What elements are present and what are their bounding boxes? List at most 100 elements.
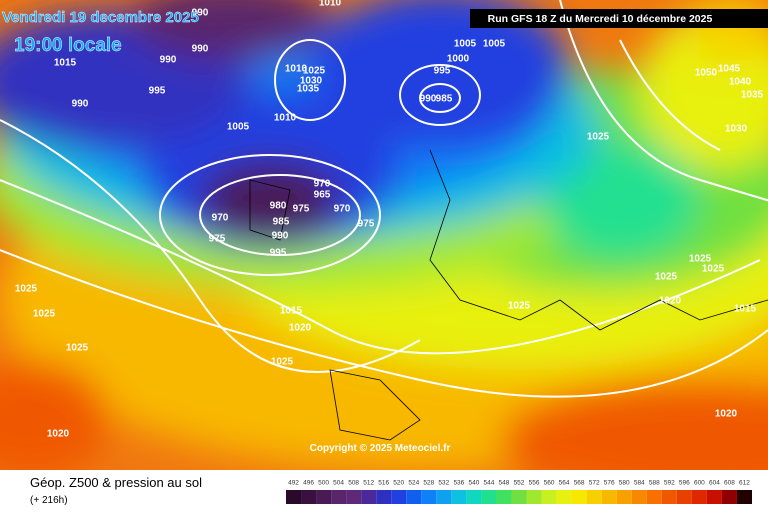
isobar-label: 980 bbox=[270, 201, 287, 212]
scale-swatch bbox=[286, 490, 302, 504]
isobar-label: 975 bbox=[293, 204, 310, 215]
isobar-label: 1025 bbox=[587, 132, 610, 143]
scale-swatch bbox=[331, 490, 347, 504]
scale-swatch bbox=[346, 490, 362, 504]
scale-label: 560 bbox=[544, 480, 555, 487]
scale-swatch bbox=[721, 490, 737, 504]
isobar-label: 970 bbox=[212, 213, 229, 224]
scale-swatch bbox=[691, 490, 707, 504]
scale-label: 580 bbox=[619, 480, 630, 487]
scale-swatch bbox=[541, 490, 557, 504]
isobar-label: 1025 bbox=[655, 272, 678, 283]
scale-swatch bbox=[526, 490, 542, 504]
scale-swatch bbox=[616, 490, 632, 504]
scale-label: 512 bbox=[363, 480, 374, 487]
isobar-label: 1025 bbox=[271, 357, 294, 368]
scale-label: 520 bbox=[393, 480, 404, 487]
scale-swatch bbox=[631, 490, 647, 504]
isobar-label: 1020 bbox=[47, 429, 70, 440]
isobar-label: 1015 bbox=[54, 58, 77, 69]
scale-swatch bbox=[301, 490, 317, 504]
isobar-label: 1020 bbox=[659, 296, 682, 307]
scale-swatch bbox=[406, 490, 422, 504]
isobar-label: 1010 bbox=[319, 0, 342, 9]
isobar-label: 975 bbox=[209, 234, 226, 245]
scale-swatch bbox=[511, 490, 527, 504]
isobar-label: 1005 bbox=[227, 122, 250, 133]
scale-swatch bbox=[391, 490, 407, 504]
isobar-label: 990 bbox=[272, 231, 289, 242]
scale-label: 500 bbox=[318, 480, 329, 487]
scale-swatch bbox=[496, 490, 512, 504]
scale-label: 528 bbox=[423, 480, 434, 487]
scale-swatch bbox=[736, 490, 752, 504]
scale-label: 576 bbox=[604, 480, 615, 487]
scale-swatch bbox=[676, 490, 692, 504]
isobar-label: 990 bbox=[192, 44, 209, 55]
isobar-label: 1005 bbox=[454, 39, 477, 50]
isobar-label: 970 bbox=[314, 179, 331, 190]
scale-swatch bbox=[706, 490, 722, 504]
isobar-label: 1010 bbox=[285, 64, 308, 75]
isobar-label: 1005 bbox=[483, 39, 506, 50]
scale-swatch bbox=[571, 490, 587, 504]
isobar-label: 990 bbox=[420, 94, 437, 105]
isobar-label: 1025 bbox=[66, 343, 89, 354]
scale-label: 604 bbox=[709, 480, 720, 487]
scale-label: 548 bbox=[499, 480, 510, 487]
scale-label: 596 bbox=[679, 480, 690, 487]
scale-swatch bbox=[556, 490, 572, 504]
isobar-label: 1025 bbox=[303, 66, 326, 77]
scale-label: 612 bbox=[739, 480, 750, 487]
scale-label: 584 bbox=[634, 480, 645, 487]
isobar-label: 990 bbox=[72, 99, 89, 110]
scale-swatch bbox=[451, 490, 467, 504]
scale-label: 504 bbox=[333, 480, 344, 487]
isobar-label: 1015 bbox=[280, 306, 303, 317]
isobar-label: 985 bbox=[436, 94, 453, 105]
scale-swatch bbox=[646, 490, 662, 504]
isobar-label: 1000 bbox=[447, 54, 470, 65]
footer-title: Géop. Z500 & pression au sol bbox=[30, 475, 202, 490]
scale-swatch bbox=[436, 490, 452, 504]
map-field bbox=[0, 0, 768, 500]
isobar-label: 965 bbox=[314, 190, 331, 201]
scale-label: 524 bbox=[408, 480, 419, 487]
scale-label: 532 bbox=[438, 480, 449, 487]
scale-label: 552 bbox=[514, 480, 525, 487]
scale-label: 608 bbox=[724, 480, 735, 487]
isobar-label: 1040 bbox=[729, 77, 752, 88]
scale-label: 516 bbox=[378, 480, 389, 487]
isobar-label: 1030 bbox=[300, 76, 323, 87]
isobar-label: 985 bbox=[273, 217, 290, 228]
isobar-label: 1050 bbox=[695, 68, 718, 79]
scale-label: 544 bbox=[484, 480, 495, 487]
scale-label: 540 bbox=[468, 480, 479, 487]
isobar-label: 1020 bbox=[289, 323, 312, 334]
scale-label: 568 bbox=[574, 480, 585, 487]
isobar-label: 990 bbox=[160, 55, 177, 66]
scale-swatch bbox=[661, 490, 677, 504]
scale-label: 592 bbox=[664, 480, 675, 487]
time: 19:00 locale bbox=[14, 35, 122, 56]
isobar-label: 1045 bbox=[718, 64, 741, 75]
isobar-label: 970 bbox=[334, 204, 351, 215]
isobar-label: 990 bbox=[192, 8, 209, 19]
run-banner bbox=[470, 9, 768, 28]
scale-swatch bbox=[601, 490, 617, 504]
scale-swatch bbox=[421, 490, 437, 504]
isobar-label: 1030 bbox=[725, 124, 748, 135]
isobar-label: 1015 bbox=[734, 304, 757, 315]
isobar-label: 1025 bbox=[689, 254, 712, 265]
isobar-label: 1035 bbox=[741, 90, 764, 101]
scale-label: 508 bbox=[348, 480, 359, 487]
scale-label: 556 bbox=[529, 480, 540, 487]
scale-swatch bbox=[466, 490, 482, 504]
isobar-label: 1025 bbox=[15, 284, 38, 295]
scale-swatch bbox=[481, 490, 497, 504]
scale-swatch bbox=[586, 490, 602, 504]
isobar-label: 1020 bbox=[715, 409, 738, 420]
isobar-label: 975 bbox=[358, 219, 375, 230]
